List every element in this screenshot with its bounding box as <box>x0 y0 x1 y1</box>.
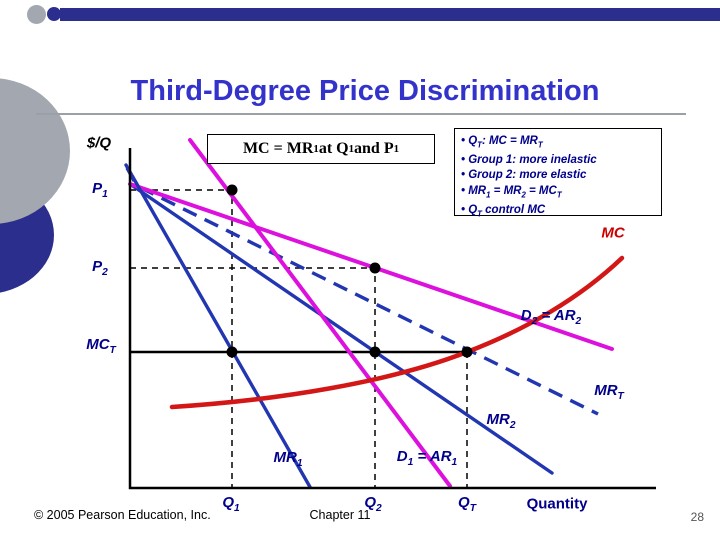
guide-dash-p1-q1 <box>130 189 233 487</box>
title-divider <box>36 113 686 115</box>
guide-dash-p2-q2 <box>130 267 376 487</box>
mc-curve-label: MC <box>601 224 625 242</box>
point-dot <box>369 262 381 274</box>
q2-label: Q2 <box>364 494 382 514</box>
mr1-line <box>124 163 312 489</box>
point-dot <box>226 346 238 358</box>
point-dot <box>369 346 381 358</box>
d1-line <box>188 138 452 488</box>
p1-label: P1 <box>92 180 108 200</box>
point-dot <box>461 346 473 358</box>
topbar-gray-dot <box>27 5 46 24</box>
d2-curve-label: D2 = AR2 <box>520 307 582 327</box>
top-bar <box>60 8 720 21</box>
mr2-line <box>128 182 554 475</box>
chapter-text: Chapter 11 <box>309 508 371 522</box>
mr2-curve-label: MR2 <box>486 411 516 431</box>
mct-label: MCT <box>86 336 116 356</box>
point-dot <box>226 184 238 196</box>
page-number: 28 <box>690 510 704 524</box>
mc-curve <box>169 255 625 410</box>
info-box: • QT: MC = MRT • Group 1: more inelastic… <box>454 128 662 218</box>
d1-curve-label: D1 = AR1 <box>396 448 458 468</box>
info-line: • MR1 = MR2 = MCT <box>461 185 562 200</box>
slide-title: Third-Degree Price Discrimination <box>130 75 600 107</box>
p2-label: P2 <box>92 258 108 278</box>
info-line: • Group 2: more elastic <box>461 169 587 182</box>
axes <box>128 148 656 490</box>
y-axis-title: $/Q <box>86 134 112 152</box>
q1-label: Q1 <box>222 494 240 514</box>
mrt-curve-label: MRT <box>594 382 624 402</box>
topbar-navy-dot <box>47 7 61 21</box>
copyright-text: © 2005 Pearson Education, Inc. <box>34 508 211 522</box>
info-line: • QT control MC <box>461 203 546 219</box>
qt-label: QT <box>458 494 476 514</box>
x-axis-title: Quantity <box>526 495 588 513</box>
info-line: • QT: MC = MRT <box>461 135 543 150</box>
mr1-curve-label: MR1 <box>273 449 303 469</box>
info-line: • Group 1: more inelastic <box>461 153 597 166</box>
